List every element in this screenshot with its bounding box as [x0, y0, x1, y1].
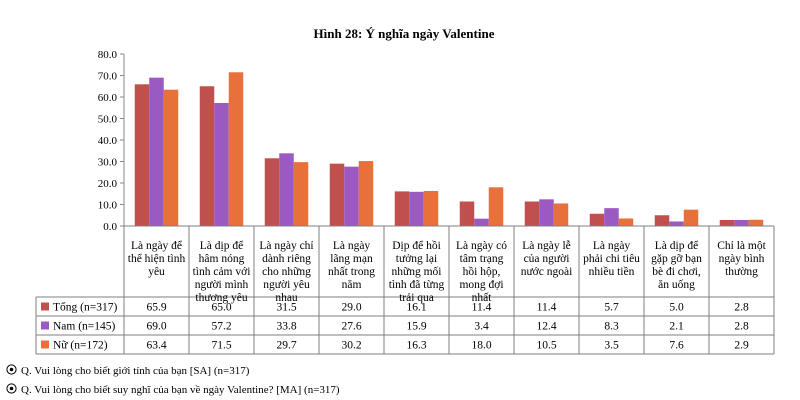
bar — [329, 163, 345, 226]
data-label: 63.4 — [146, 340, 166, 352]
bar — [539, 199, 554, 226]
bar — [264, 158, 280, 226]
legend-label: Nữ (n=172) — [53, 340, 108, 352]
bar — [149, 77, 164, 227]
y-tick-label: 0.0 — [103, 221, 117, 233]
data-label: 30.2 — [341, 340, 361, 352]
bar — [654, 215, 670, 226]
data-label: 5.0 — [669, 302, 684, 314]
bar — [199, 86, 215, 226]
category-label: Là ngày có tâm trạng hồi hộp, mong đợi nhất — [456, 240, 507, 304]
data-label: 12.4 — [536, 321, 556, 333]
category-label: Là ngày phải chi tiêu nhiều tiền — [583, 240, 640, 278]
target-icon — [6, 364, 17, 375]
data-label: 2.8 — [734, 302, 749, 314]
footnote-2: Q. Vui lòng cho biết suy nghĩ của bạn về… — [6, 383, 340, 396]
y-tick-label: 60.0 — [98, 92, 118, 104]
data-label: 69.0 — [146, 321, 166, 333]
data-label: 57.2 — [211, 321, 231, 333]
data-label: 29.0 — [341, 302, 361, 314]
data-label: 16.1 — [406, 302, 426, 314]
data-label: 11.4 — [537, 302, 557, 314]
bar — [669, 221, 684, 226]
y-tick-label: 40.0 — [98, 135, 118, 147]
y-axis: 0.0 10.0 20.0 30.0 40.0 50.0 60.0 70.0 80.0 — [98, 49, 125, 233]
bar — [488, 187, 504, 226]
category-label: Là dịp để hâm nóng tình cảm với người mình t… — [193, 239, 251, 304]
bar — [524, 201, 540, 226]
category-label: Là dịp để gặp gỡ bạn bè đi chơi, ăn uống — [651, 239, 702, 291]
y-tick-label: 80.0 — [98, 49, 118, 61]
legend-label: Nam (n=145) — [53, 321, 116, 333]
bar — [423, 190, 439, 226]
data-label: 65.0 — [211, 302, 231, 314]
data-label: 3.4 — [474, 321, 489, 333]
bar — [618, 218, 634, 226]
bar — [604, 208, 619, 226]
data-label: 18.0 — [471, 340, 491, 352]
bar — [163, 89, 179, 226]
y-tick-label: 70.0 — [98, 71, 118, 83]
legend-swatch — [41, 340, 49, 349]
data-label: 31.5 — [276, 302, 296, 314]
legend-swatch — [41, 321, 49, 330]
data-label: 27.6 — [341, 321, 361, 333]
category-label: Là ngày lãng mạn nhất trong năm — [328, 240, 375, 291]
legend-swatch — [41, 302, 49, 311]
y-tick-label: 50.0 — [98, 114, 118, 126]
bar — [394, 191, 410, 226]
bar — [589, 213, 605, 226]
bar — [228, 72, 244, 227]
bar — [134, 84, 150, 226]
legend-label: Tổng (n=317) — [53, 301, 117, 314]
data-label: 71.5 — [211, 340, 231, 352]
bar — [409, 191, 424, 226]
data-label: 5.7 — [604, 302, 619, 314]
bar — [474, 218, 489, 226]
data-label: 10.5 — [536, 340, 556, 352]
footnote-text: Q. Vui lòng cho biết giới tính của bạn [… — [21, 365, 250, 377]
bar-group — [134, 72, 764, 227]
data-label: 7.6 — [669, 340, 684, 352]
data-label: 29.7 — [276, 340, 296, 352]
category-label: Chỉ là một ngày bình thường — [717, 240, 766, 278]
bar — [344, 166, 359, 226]
data-label: 2.8 — [734, 321, 749, 333]
bar — [214, 103, 229, 226]
bar — [279, 153, 294, 226]
target-icon — [6, 383, 17, 394]
y-tick-label: 10.0 — [98, 200, 118, 212]
category-label: Dịp để hồi tưởng lại những mối tình đã từng… — [389, 239, 445, 304]
data-label: 8.3 — [604, 321, 619, 333]
category-label: Là ngày chỉ dành riêng cho những người yêu n… — [259, 240, 313, 304]
bar — [734, 219, 749, 226]
data-label: 2.1 — [669, 321, 684, 333]
chart-title: Hình 28: Ý nghĩa ngày Valentine — [314, 26, 495, 41]
category-label: Là ngày để thể hiện tình yêu — [128, 239, 186, 278]
y-tick-label: 30.0 — [98, 157, 118, 169]
data-label: 16.3 — [406, 340, 426, 352]
category-label: Là ngày lễ của người nước ngoài — [521, 239, 573, 278]
data-label: 33.8 — [276, 321, 296, 333]
data-label: 11.4 — [472, 302, 492, 314]
bar — [748, 219, 764, 226]
data-label: 65.9 — [146, 302, 166, 314]
data-label: 15.9 — [406, 321, 426, 333]
bar — [358, 161, 374, 226]
data-label: 2.9 — [734, 340, 749, 352]
footnote-text: Q. Vui lòng cho biết suy nghĩ của bạn về… — [21, 384, 340, 396]
bar — [719, 219, 735, 226]
bar — [683, 209, 699, 226]
bar — [459, 201, 475, 226]
bar — [293, 162, 309, 226]
bar — [553, 203, 569, 226]
footnote-1: Q. Vui lòng cho biết giới tính của bạn [… — [6, 364, 249, 377]
data-label: 3.5 — [604, 340, 619, 352]
y-tick-label: 20.0 — [98, 178, 118, 190]
